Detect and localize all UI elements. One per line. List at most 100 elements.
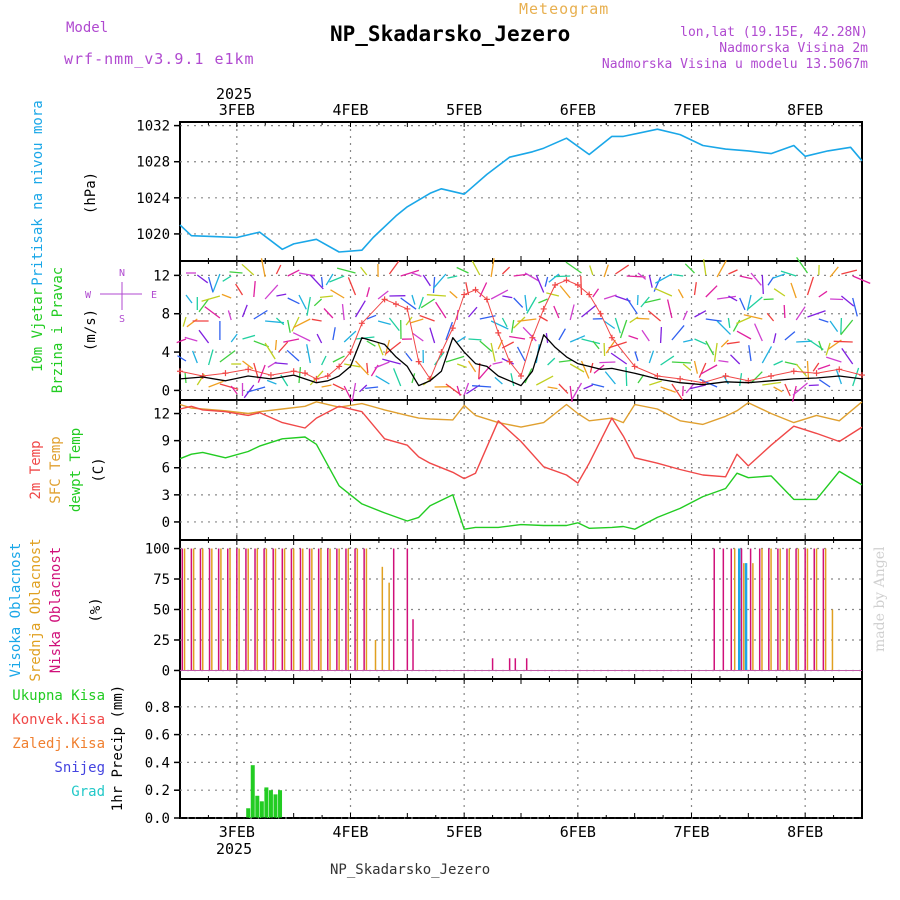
wind-arrow xyxy=(490,342,496,362)
wind-arrow xyxy=(739,297,746,311)
wind-gust-marker xyxy=(461,291,468,298)
wind-arrow xyxy=(343,385,353,401)
tick-label-cloud: 100 xyxy=(145,542,170,558)
wind-arrow xyxy=(660,355,675,366)
wind-arrow xyxy=(591,383,605,388)
wind-arrow xyxy=(419,314,435,322)
wind-arrow xyxy=(614,317,621,334)
wind-arrow xyxy=(432,273,447,289)
wind-gust-marker xyxy=(506,358,513,365)
wind-arrow xyxy=(329,275,345,283)
wind-arrow xyxy=(456,363,467,369)
wind-arrow xyxy=(717,295,736,300)
wind-arrow xyxy=(293,318,311,329)
wind-arrow xyxy=(636,317,650,320)
wind-arrow xyxy=(825,342,831,356)
wind-arrow xyxy=(501,266,511,275)
wind-arrow xyxy=(516,346,526,362)
wind-arrow xyxy=(677,288,684,299)
wind-gust-marker xyxy=(177,368,183,375)
tick-label-precip: 0.4 xyxy=(145,755,170,771)
wind-arrow xyxy=(283,338,300,343)
precip-legend-4: Grad xyxy=(71,784,105,800)
wind-arrow xyxy=(449,290,458,299)
wind-arrow xyxy=(385,341,402,355)
wind-arrow xyxy=(727,317,731,328)
wind-arrow xyxy=(230,385,238,395)
wind-arrow xyxy=(796,340,813,343)
wind-arrow xyxy=(347,277,357,296)
wind-arrow xyxy=(513,273,527,277)
wind-arrow xyxy=(229,271,243,274)
wind-arrow xyxy=(479,340,493,352)
wind-arrow xyxy=(649,380,662,386)
wind-gust-marker xyxy=(381,296,388,303)
wind-arrow xyxy=(456,385,461,396)
wind-arrow xyxy=(818,318,829,323)
wind-arrow xyxy=(654,287,673,297)
model-label: Model xyxy=(66,20,109,36)
wind-arrow xyxy=(306,296,311,316)
wind-arrow xyxy=(257,364,266,383)
wind-arrow xyxy=(554,275,571,278)
wind-arrow xyxy=(343,330,357,343)
wind-arrow xyxy=(198,298,210,313)
wind-arrow xyxy=(426,294,446,297)
wind-arrow xyxy=(355,360,369,376)
wind-arrow xyxy=(330,289,345,299)
wind-gust-marker xyxy=(859,372,865,379)
wind-arrow xyxy=(517,318,537,322)
wind-arrow xyxy=(671,361,691,364)
wind-arrow xyxy=(509,335,526,340)
panel-frame-temp xyxy=(179,399,863,541)
wind-gust-marker xyxy=(540,305,547,312)
wind-arrow xyxy=(694,310,707,318)
wind-arrow xyxy=(547,386,558,390)
wind-arrow xyxy=(471,260,481,276)
lonlat-text: lon,lat (19.15E, 42.28N) xyxy=(680,25,868,40)
wind-arrow xyxy=(693,282,697,296)
temp-unit-label: (C) xyxy=(91,457,107,482)
wind-arrow xyxy=(286,349,300,362)
tick-label-wind: 12 xyxy=(153,268,170,284)
wind-arrow xyxy=(716,320,731,335)
wind-arrow xyxy=(230,333,238,343)
wind-gust-marker xyxy=(654,373,661,380)
wind-arrow xyxy=(772,333,777,344)
wind-arrow xyxy=(219,383,239,390)
wind-arrow xyxy=(522,326,537,342)
wind-arrow xyxy=(654,273,673,284)
wind-arrow xyxy=(392,368,402,387)
wind-arrow xyxy=(682,363,692,371)
year-top-label: 2025 xyxy=(216,85,253,103)
wind-arrow xyxy=(323,308,334,319)
wind-arrow xyxy=(445,355,465,363)
tick-label-temp: 3 xyxy=(162,488,170,504)
tick-label-temp: 12 xyxy=(153,407,170,423)
wind-arrow xyxy=(648,274,653,288)
wind-arrow xyxy=(478,362,481,380)
wind-arrow xyxy=(840,295,855,307)
day-label-bottom: 5FEB xyxy=(446,823,482,841)
wind-arrow xyxy=(603,264,609,278)
wind-arrow xyxy=(400,269,420,277)
wind-gust-marker xyxy=(358,320,365,327)
day-label-top: 6FEB xyxy=(560,101,596,119)
wind-arrow xyxy=(388,317,400,332)
wind-arrow xyxy=(558,383,569,394)
sfc-temp-line xyxy=(179,401,863,428)
wind-arrow xyxy=(366,340,376,347)
wind-arrow xyxy=(826,356,842,363)
wind-arrow xyxy=(830,298,844,301)
wind-arrow xyxy=(636,294,639,306)
wind-arrow xyxy=(354,300,366,318)
wind-arrow xyxy=(494,376,503,385)
wind-arrow xyxy=(198,329,210,344)
tick-label-temp: 9 xyxy=(162,434,170,450)
wind-arrow xyxy=(792,382,808,396)
wind-gust-marker xyxy=(313,375,320,382)
wind-arrow xyxy=(411,294,416,305)
wind-arrow xyxy=(420,298,435,309)
wind-arrow xyxy=(852,367,860,387)
wind-arrow xyxy=(456,336,466,343)
